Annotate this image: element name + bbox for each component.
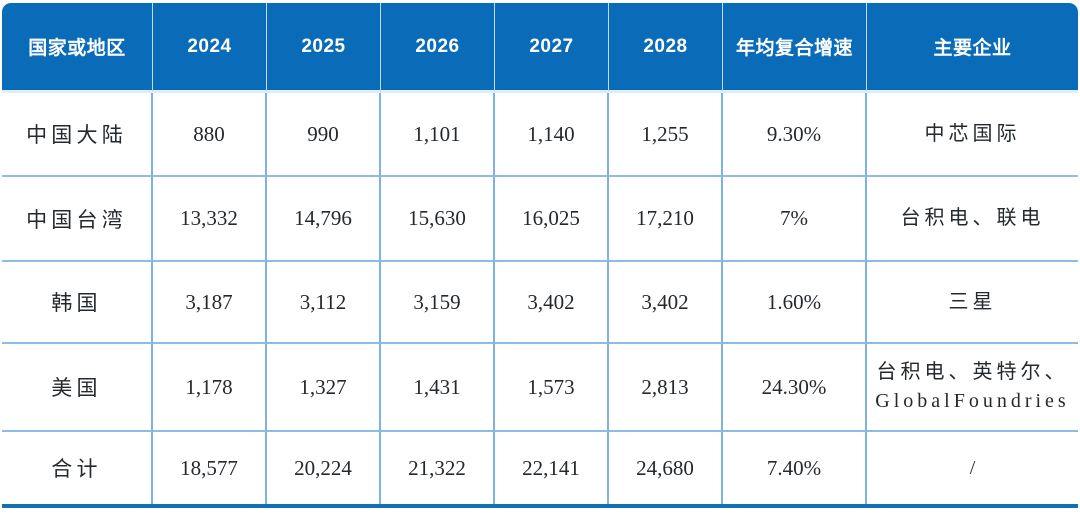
cell-value-2028: 17,210: [609, 177, 723, 262]
table-row-usa: 美国 1,178 1,327 1,431 1,573 2,813 24.30% …: [2, 344, 1078, 432]
col-header-2028: 2028: [609, 3, 723, 93]
cell-cagr: 1.60%: [723, 262, 867, 344]
cell-region: 中国台湾: [2, 177, 153, 262]
table-row-total: 合计 18,577 20,224 21,322 22,141 24,680 7.…: [2, 432, 1078, 504]
cell-value-2027: 3,402: [495, 262, 609, 344]
col-header-2024: 2024: [153, 3, 267, 93]
cell-companies: 中芯国际: [867, 93, 1078, 177]
col-header-2025: 2025: [267, 3, 381, 93]
cell-value-2024: 13,332: [153, 177, 267, 262]
cell-value-2027: 16,025: [495, 177, 609, 262]
table-row-mainland-china: 中国大陆 880 990 1,101 1,140 1,255 9.30% 中芯国…: [2, 93, 1078, 177]
cell-value-2027: 1,140: [495, 93, 609, 177]
cell-region: 韩国: [2, 262, 153, 344]
data-table: 国家或地区 2024 2025 2026 2027 2028 年均复合增速 主要…: [2, 3, 1078, 504]
cell-value-2024: 1,178: [153, 344, 267, 432]
cell-value-2024: 880: [153, 93, 267, 177]
cell-value-2025: 3,112: [267, 262, 381, 344]
col-header-cagr: 年均复合增速: [723, 3, 867, 93]
cell-value-2028: 24,680: [609, 432, 723, 504]
cell-value-2028: 2,813: [609, 344, 723, 432]
cell-value-2025: 990: [267, 93, 381, 177]
cell-value-2026: 21,322: [381, 432, 495, 504]
cell-companies: 三星: [867, 262, 1078, 344]
cell-value-2028: 1,255: [609, 93, 723, 177]
col-header-companies: 主要企业: [867, 3, 1078, 93]
col-header-2027: 2027: [495, 3, 609, 93]
header-row: 国家或地区 2024 2025 2026 2027 2028 年均复合增速 主要…: [2, 3, 1078, 93]
cell-region: 合计: [2, 432, 153, 504]
cell-region: 中国大陆: [2, 93, 153, 177]
cell-cagr: 24.30%: [723, 344, 867, 432]
cell-cagr: 7%: [723, 177, 867, 262]
cell-value-2026: 1,431: [381, 344, 495, 432]
col-header-region: 国家或地区: [2, 3, 153, 93]
cell-value-2025: 1,327: [267, 344, 381, 432]
cell-value-2028: 3,402: [609, 262, 723, 344]
cell-value-2027: 22,141: [495, 432, 609, 504]
cell-region: 美国: [2, 344, 153, 432]
cell-value-2024: 18,577: [153, 432, 267, 504]
cell-value-2026: 3,159: [381, 262, 495, 344]
foundry-market-forecast-table: 国家或地区 2024 2025 2026 2027 2028 年均复合增速 主要…: [2, 3, 1078, 508]
cell-value-2024: 3,187: [153, 262, 267, 344]
cell-value-2025: 20,224: [267, 432, 381, 504]
cell-companies: 台积电、联电: [867, 177, 1078, 262]
cell-value-2025: 14,796: [267, 177, 381, 262]
cell-companies: /: [867, 432, 1078, 504]
cell-value-2026: 1,101: [381, 93, 495, 177]
cell-companies: 台积电、英特尔、 GlobalFoundries: [867, 344, 1078, 432]
cell-value-2027: 1,573: [495, 344, 609, 432]
table-row-korea: 韩国 3,187 3,112 3,159 3,402 3,402 1.60% 三…: [2, 262, 1078, 344]
table-row-taiwan: 中国台湾 13,332 14,796 15,630 16,025 17,210 …: [2, 177, 1078, 262]
cell-cagr: 7.40%: [723, 432, 867, 504]
col-header-2026: 2026: [381, 3, 495, 93]
cell-value-2026: 15,630: [381, 177, 495, 262]
bottom-accent-bar: [2, 504, 1078, 508]
cell-cagr: 9.30%: [723, 93, 867, 177]
